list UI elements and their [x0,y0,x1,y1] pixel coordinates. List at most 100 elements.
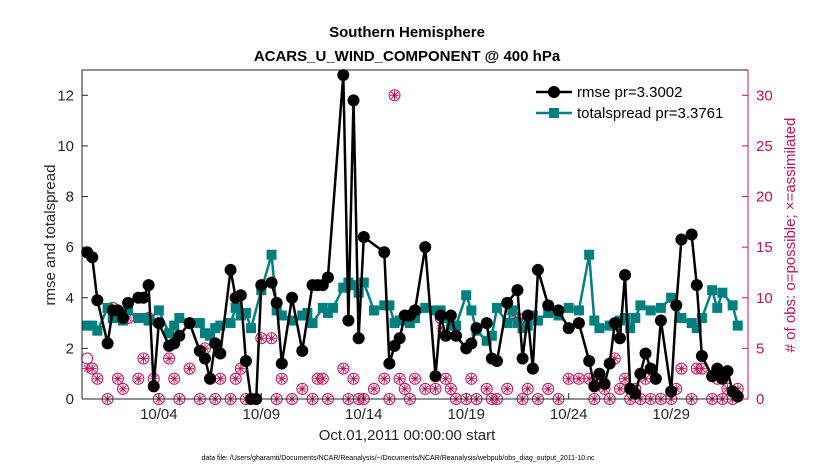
totalspread-point-91 [712,302,723,313]
legend-rmse-label: rmse pr=3.3002 [577,84,682,101]
totalspread-point-39 [348,280,359,291]
totalspread-point-54 [445,320,456,331]
rmse-point-9 [137,291,150,304]
rmse-point-50 [419,241,432,254]
obs-possible-marker-58 [465,372,478,385]
totalspread-point-23 [235,310,246,321]
rmse-point-74 [593,367,606,380]
rmse-point-40 [347,94,360,107]
y2-tick-label-3: 15 [756,239,773,256]
totalspread-point-74 [589,315,600,326]
totalspread-point-62 [502,318,513,329]
obs-possible-marker-13 [163,352,176,365]
totalspread-point-22 [230,302,241,313]
rmse-point-98 [731,390,744,403]
obs-assimilated-marker-9 [138,354,148,364]
rmse-point-76 [603,357,616,370]
rmse-point-39 [342,314,355,327]
x-tick-label-3: 10/19 [447,406,485,423]
totalspread-point-0 [82,320,93,331]
rmse-point-79 [619,268,632,281]
rmse-point-30 [270,296,283,309]
rmse-point-85 [649,372,662,385]
y2-tick-label-5: 25 [756,138,773,155]
rmse-point-81 [629,387,642,400]
obs-assimilated-marker-8 [133,374,143,384]
obs-assimilated-marker-14 [169,374,179,384]
rmse-point-28 [255,279,268,292]
rmse-point-31 [275,357,288,370]
obs-possible-marker-14 [168,372,181,385]
rmse-point-2 [91,294,104,307]
rmse-point-70 [562,322,575,335]
totalspread-point-30 [287,315,298,326]
obs-assimilated-marker-66 [523,384,533,394]
obs-possible-marker-46 [388,89,401,102]
obs-assimilated-marker-1 [87,364,97,374]
rmse-point-52 [434,309,447,322]
obs-possible-marker-71 [562,372,575,385]
y-tick-label-3: 6 [66,239,74,256]
obs-possible-marker-29 [265,332,278,345]
legend-rmse-marker [548,86,560,98]
obs-assimilated-marker-38 [338,364,348,374]
totalspread-point-87 [686,318,697,329]
rmse-point-59 [480,317,493,330]
obs-possible-marker-31 [275,372,288,385]
totalspread-point-82 [635,300,646,311]
totalspread-point-37 [338,282,349,293]
obs-assimilated-marker-52 [430,384,440,394]
totalspread-point-41 [358,277,369,288]
totalspread-point-12 [164,328,175,339]
rmse-point-10 [142,279,155,292]
obs-assimilated-marker-33 [297,384,307,394]
obs-assimilated-marker-5 [113,374,123,384]
totalspread-point-20 [215,320,226,331]
obs-possible-marker-44 [378,372,391,385]
obs-assimilated-marker-90 [676,364,686,374]
rmse-point-66 [526,362,539,375]
totalspread-point-25 [246,323,257,334]
totalspread-point-44 [384,300,395,311]
obs-assimilated-marker-60 [482,384,492,394]
rmse-point-24 [234,289,247,302]
obs-possible-marker-66 [521,382,534,395]
totalspread-point-7 [123,305,134,316]
rmse-layer [81,69,744,405]
obs-possible-marker-52 [429,382,442,395]
rmse-point-94 [711,362,724,375]
chart-title-line-1: Southern Hemisphere [329,24,485,41]
obs-possible-marker-8 [132,372,145,385]
obs-possible-marker-72 [572,372,585,385]
totalspread-point-80 [625,323,636,334]
obs-assimilated-marker-24 [236,364,246,374]
totalspread-point-59 [481,335,492,346]
rmse-point-92 [695,349,708,362]
x-tick-label-5: 10/29 [652,406,690,423]
rmse-point-32 [286,291,299,304]
totalspread-point-16 [194,318,205,329]
obs-assimilated-marker-44 [379,374,389,384]
rmse-point-64 [516,352,529,365]
totalspread-point-2 [92,325,103,336]
rmse-point-88 [670,299,683,312]
rmse-point-62 [501,296,514,309]
totalspread-point-71 [563,302,574,313]
rmse-point-46 [393,332,406,345]
totalspread-point-79 [620,313,631,324]
y-tick-label-0: 0 [66,391,74,408]
rmse-point-72 [583,355,596,368]
obs-assimilated-marker-6 [118,384,128,394]
y-tick-label-6: 12 [57,87,74,104]
x-tick-label-4: 10/24 [550,406,588,423]
axis-ticks: 10/04 10/09 10/14 10/19 10/24 10/29 0 2 4 6 8 10 12 0… [57,87,772,423]
totalspread-point-65 [517,323,528,334]
y2-tick-label-1: 5 [756,340,764,357]
totalspread-point-46 [394,315,405,326]
y2-tick-label-6: 30 [756,87,773,104]
obs-assimilated-marker-84 [641,374,651,384]
totalspread-point-50 [420,302,431,313]
totalspread-point-8 [133,313,144,324]
obs-possible-marker-16 [183,362,196,375]
